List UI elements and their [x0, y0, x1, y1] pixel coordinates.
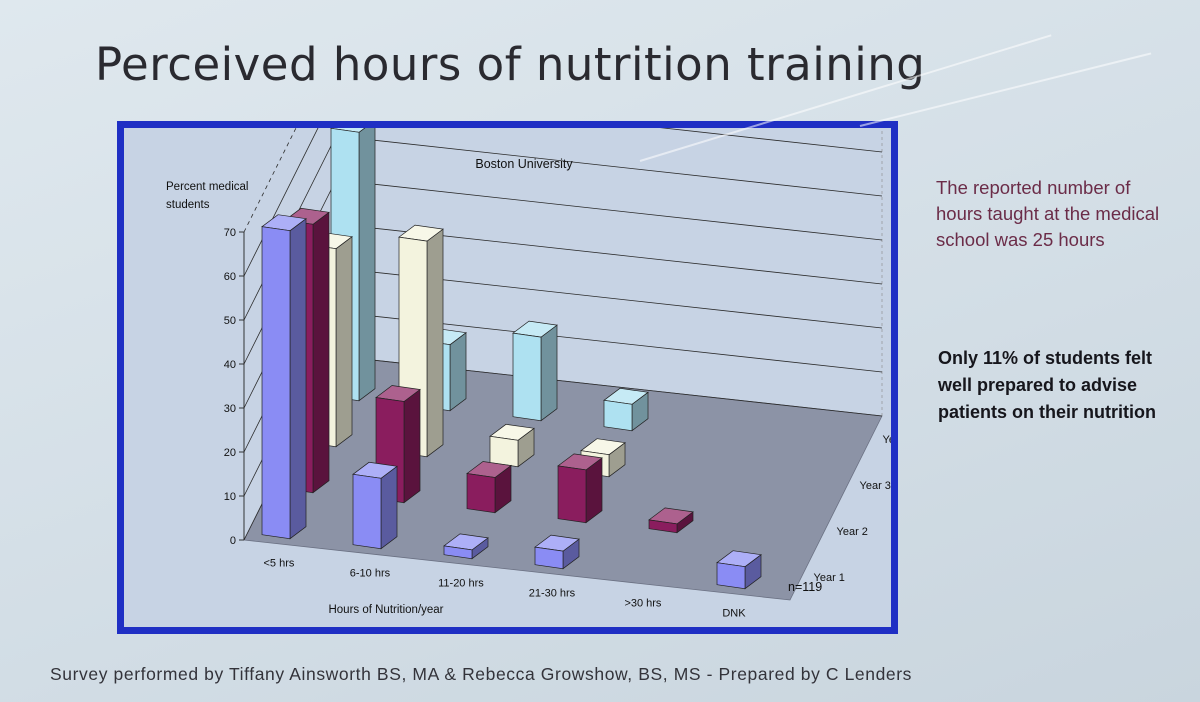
legend-entry-year-1: Year 1 [814, 572, 845, 584]
bar-year-1-1 [352, 461, 398, 550]
bar-side-face [540, 324, 558, 422]
chart-title: Boston University [475, 157, 573, 171]
bar-side-face [449, 331, 467, 412]
reported-hours-note: The reported number of hours taught at t… [936, 177, 1160, 250]
bar-year-4-3 [603, 387, 649, 432]
bar-front-face [603, 399, 633, 432]
x-tick-label: 21-30 hrs [529, 588, 576, 600]
bar-year-2-3 [557, 453, 603, 524]
bar-side-face [426, 228, 444, 458]
bar-side-face [380, 465, 398, 550]
bar-side-face [312, 211, 330, 494]
y-tick-label: 30 [224, 403, 236, 415]
bar-front-face [648, 519, 678, 534]
legend-entry-year-2: Year 2 [837, 526, 868, 538]
x-tick-label: <5 hrs [264, 558, 295, 570]
prepared-students-note: Only 11% of students felt well prepared … [938, 348, 1156, 422]
x-tick-label: DNK [722, 608, 746, 620]
bar-year-2-2 [466, 461, 512, 514]
bar-front-face [352, 473, 382, 550]
sample-size-label: n=119 [788, 580, 822, 594]
y-axis-label: Percent medical [166, 181, 248, 193]
bar-year-1-0 [261, 214, 307, 540]
x-tick-label: 11-20 hrs [438, 578, 484, 590]
bar-front-face [443, 545, 473, 560]
bar-year-3-2 [489, 423, 535, 468]
x-axis-label: Hours of Nutrition/year [328, 604, 443, 616]
bar-front-face [557, 465, 587, 524]
x-tick-label: >30 hrs [624, 598, 661, 610]
chart-frame: 0 10 20 30 40 50 60 70 <5 hrs 6-10 hrs 11-20 hrs 21… [117, 121, 898, 634]
y-tick-label: 20 [224, 447, 236, 459]
y-axis-label: students [166, 199, 210, 211]
bar-front-face [466, 473, 496, 514]
bar-side-face [289, 217, 307, 540]
bar-year-1-2 [443, 533, 489, 560]
bar-side-face [358, 128, 376, 402]
legend-entry-year-3: Year 3 [860, 480, 891, 492]
y-tick-label: 0 [230, 535, 236, 547]
x-tick-label: 6-10 hrs [350, 568, 391, 580]
y-tick-label: 10 [224, 491, 236, 503]
y-tick-label: 70 [224, 227, 236, 239]
bar-side-face [403, 388, 421, 504]
bar-front-face [512, 332, 542, 422]
legend-entry-year-4: Year 4 [883, 434, 892, 446]
bar-year-2-4 [648, 507, 694, 534]
bar-year-1-3 [534, 534, 580, 570]
bar-front-face [534, 546, 564, 570]
bar-front-face [716, 562, 746, 590]
slide-title: Perceived hours of nutrition training [95, 38, 926, 91]
bar-year-4-2 [512, 320, 558, 422]
bar-side-face [335, 235, 353, 448]
survey-credit-footer: Survey performed by Tiffany Ainsworth BS… [50, 664, 913, 684]
y-tick-label: 40 [224, 359, 236, 371]
bar-year-1-5 [716, 550, 762, 590]
bar-chart-3d: 0 10 20 30 40 50 60 70 <5 hrs 6-10 hrs 11-20 hrs 21… [166, 128, 892, 620]
y-tick-label: 60 [224, 271, 236, 283]
y-tick-label: 50 [224, 315, 236, 327]
bar-front-face [261, 226, 291, 540]
bar-front-face [489, 435, 519, 468]
